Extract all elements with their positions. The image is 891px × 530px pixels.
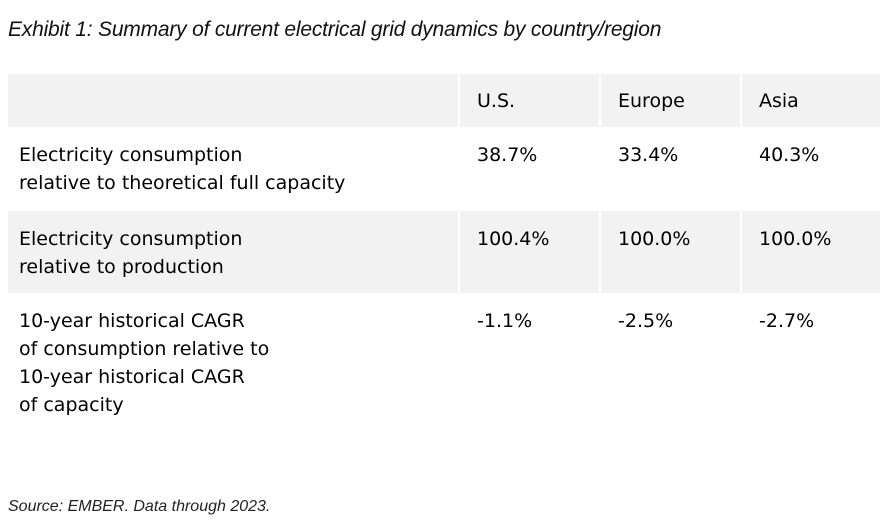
- row-label-line: of consumption relative to: [19, 338, 270, 360]
- value-europe: -2.5%: [599, 293, 740, 427]
- value-us: -1.1%: [458, 293, 599, 427]
- value-asia: -2.7%: [740, 293, 880, 427]
- source-note: Source: EMBER. Data through 2023.: [8, 498, 271, 515]
- table-row: 10-year historical CAGR of consumption r…: [8, 293, 880, 427]
- row-label: Electricity consumption relative to prod…: [8, 211, 458, 293]
- grid-dynamics-table: U.S. Europe Asia Electricity consumption…: [8, 74, 880, 427]
- row-label-line: Electricity consumption: [19, 144, 243, 166]
- row-label-line: 10-year historical CAGR: [19, 366, 245, 388]
- table-header-row: U.S. Europe Asia: [8, 74, 880, 127]
- row-label: 10-year historical CAGR of consumption r…: [8, 293, 458, 427]
- row-label-line: relative to production: [19, 256, 224, 278]
- row-label-line: of capacity: [19, 394, 124, 416]
- row-label-line: relative to theoretical full capacity: [19, 172, 346, 194]
- header-cell-blank: [8, 74, 458, 127]
- row-label: Electricity consumption relative to theo…: [8, 127, 458, 211]
- header-cell-europe: Europe: [599, 74, 740, 127]
- value-asia: 100.0%: [740, 211, 880, 293]
- table-row: Electricity consumption relative to prod…: [8, 211, 880, 293]
- row-label-line: 10-year historical CAGR: [19, 310, 245, 332]
- value-us: 100.4%: [458, 211, 599, 293]
- header-cell-us: U.S.: [458, 74, 599, 127]
- value-europe: 100.0%: [599, 211, 740, 293]
- table-row: Electricity consumption relative to theo…: [8, 127, 880, 211]
- value-europe: 33.4%: [599, 127, 740, 211]
- value-asia: 40.3%: [740, 127, 880, 211]
- header-cell-asia: Asia: [740, 74, 880, 127]
- exhibit-title: Exhibit 1: Summary of current electrical…: [8, 18, 662, 41]
- value-us: 38.7%: [458, 127, 599, 211]
- row-label-line: Electricity consumption: [19, 228, 243, 250]
